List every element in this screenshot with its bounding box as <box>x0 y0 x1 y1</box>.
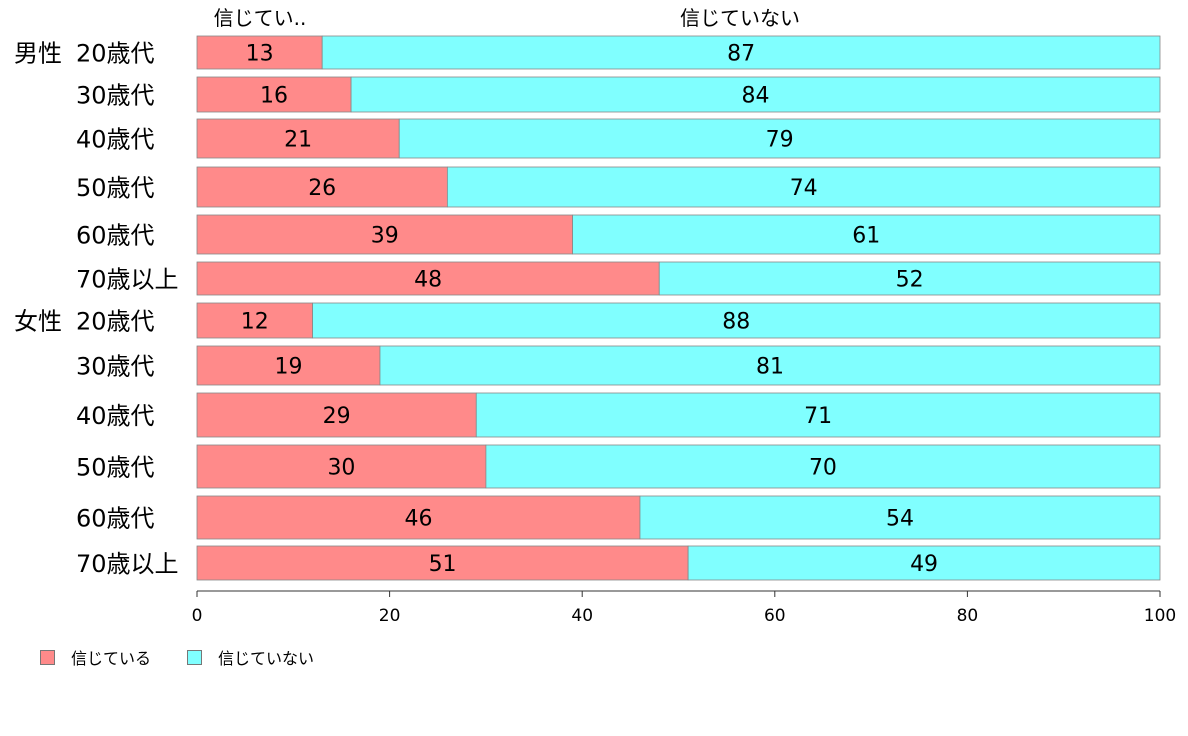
data-label-not-believe: 81 <box>756 355 784 380</box>
bar-believe <box>196 76 352 113</box>
group-label: 女性 <box>14 308 62 336</box>
row-label: 40歳代 <box>76 402 155 430</box>
bar-not-believe <box>446 166 1161 208</box>
data-label-not-believe: 79 <box>766 128 794 153</box>
row-label: 70歳以上 <box>76 266 179 294</box>
row-label: 60歳代 <box>76 505 155 533</box>
group-label: 男性 <box>14 40 62 68</box>
legend-label-believe: 信じている <box>71 649 152 668</box>
bar-believe <box>196 545 689 581</box>
bar-not-believe <box>312 302 1161 339</box>
bar-not-believe <box>350 76 1161 113</box>
bar-believe <box>196 392 477 438</box>
legend-swatch-believe <box>40 649 55 665</box>
row-label: 50歳代 <box>76 454 155 482</box>
bar-believe <box>196 35 323 70</box>
x-tick-label: 100 <box>1144 606 1176 626</box>
data-label-believe: 48 <box>414 268 442 293</box>
data-label-not-believe: 61 <box>852 224 880 249</box>
bar-believe <box>196 444 487 489</box>
data-label-not-believe: 70 <box>809 456 837 481</box>
data-label-not-believe: 84 <box>742 84 770 109</box>
bar-believe <box>196 495 641 540</box>
row-label: 30歳代 <box>76 353 155 381</box>
data-label-believe: 51 <box>429 552 457 577</box>
data-label-believe: 46 <box>404 507 432 532</box>
bar-believe <box>196 118 400 159</box>
bar-not-believe <box>572 214 1161 255</box>
legend-item-believe: 信じている <box>40 645 151 669</box>
x-tick-label: 20 <box>379 606 401 626</box>
x-tick-label: 60 <box>764 606 786 626</box>
row-label: 30歳代 <box>76 82 155 110</box>
bar-believe <box>196 166 448 208</box>
data-label-believe: 29 <box>323 404 351 429</box>
legend-swatch-not-believe <box>187 649 203 665</box>
row-label: 60歳代 <box>76 222 155 250</box>
row-label: 20歳代 <box>76 40 155 68</box>
bar-not-believe <box>485 444 1161 489</box>
data-label-not-believe: 71 <box>804 404 832 429</box>
row-label: 70歳以上 <box>76 550 179 578</box>
x-tick-label: 0 <box>192 606 203 626</box>
legend-item-not-believe: 信じていない <box>187 645 314 669</box>
data-label-believe: 19 <box>274 355 302 380</box>
bar-not-believe <box>687 545 1161 581</box>
data-label-not-believe: 74 <box>790 176 818 201</box>
x-tick-label: 80 <box>957 606 979 626</box>
column-header-believe: 信じてい.. <box>214 6 307 30</box>
data-label-not-believe: 52 <box>896 268 924 293</box>
row-label: 50歳代 <box>76 174 155 202</box>
data-label-believe: 39 <box>371 224 399 249</box>
data-label-believe: 21 <box>284 128 312 153</box>
legend: 信じている 信じていない <box>40 645 350 669</box>
row-label: 40歳代 <box>76 126 155 154</box>
legend-label-not-believe: 信じていない <box>218 649 315 668</box>
column-header-not-believe: 信じていない <box>680 6 800 30</box>
bar-believe <box>196 214 573 255</box>
data-label-not-believe: 88 <box>722 310 750 335</box>
data-label-not-believe: 49 <box>910 552 938 577</box>
bar-not-believe <box>321 35 1161 70</box>
data-label-believe: 16 <box>260 84 288 109</box>
data-label-believe: 12 <box>241 310 269 335</box>
bar-not-believe <box>658 261 1161 296</box>
bar-not-believe <box>639 495 1161 540</box>
bar-not-believe <box>379 345 1161 386</box>
bar-believe <box>196 302 313 339</box>
data-label-believe: 26 <box>308 176 336 201</box>
data-label-not-believe: 87 <box>727 42 755 67</box>
bar-not-believe <box>398 118 1161 159</box>
x-tick-label: 40 <box>571 606 593 626</box>
data-label-believe: 30 <box>327 456 355 481</box>
data-label-believe: 13 <box>246 42 274 67</box>
data-label-not-believe: 54 <box>886 507 914 532</box>
bar-not-believe <box>475 392 1161 438</box>
row-label: 20歳代 <box>76 308 155 336</box>
